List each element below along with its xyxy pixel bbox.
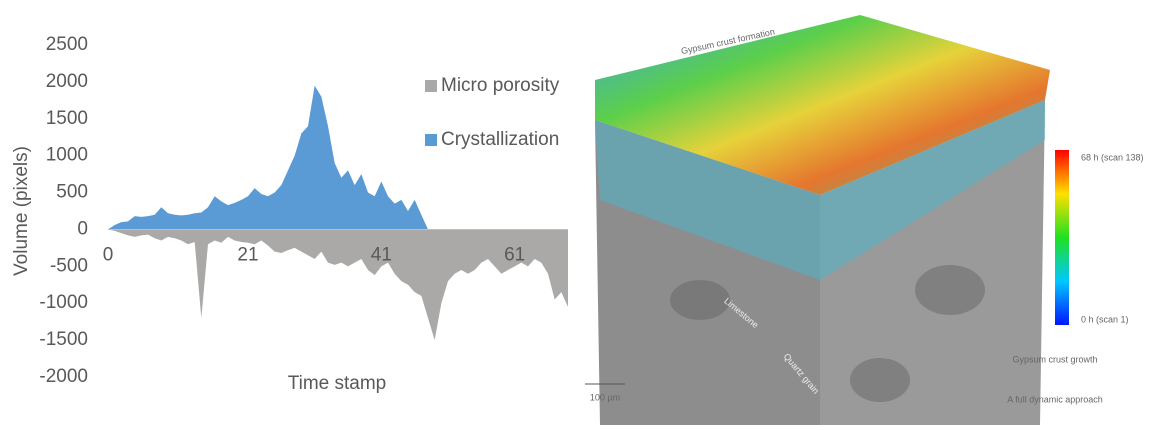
grain [915,265,985,315]
y-tick-label: 0 [77,218,88,239]
approach-label: A full dynamic approach [1007,394,1103,404]
x-tick-label: 61 [504,244,525,265]
scalebar-label: 100 µm [590,392,620,402]
legend-label: Micro porosity [441,75,560,96]
volume-render [595,15,1050,425]
color-scale [1055,150,1069,325]
grain [670,280,730,320]
scale-min: 0 h (scan 1) [1081,314,1129,324]
y-tick-label: 1500 [46,108,88,129]
y-tick-label: 500 [56,182,88,203]
area [108,86,568,230]
growth-label: Gypsum crust growth [1012,354,1097,364]
chart: -2000 -1500 -1000 -500 0 500 1000 1500 2000 2500 V… [11,34,568,394]
grain [850,358,910,402]
y-tick-label: -1500 [39,329,88,350]
y-tick-label: 2000 [46,71,88,92]
y-axis-label: Volume (pixels) [11,146,32,276]
x-tick-label: 21 [237,244,258,265]
y-tick-label: -1000 [39,292,88,313]
y-tick-label: 2500 [46,34,88,55]
legend-swatch [425,80,437,92]
x-tick-label: 41 [371,244,392,265]
y-tick-label: 1000 [46,145,88,166]
y-tick-label: -500 [50,255,88,276]
x-axis-label: Time stamp [288,373,387,394]
page: -2000 -1500 -1000 -500 0 500 1000 1500 2000 2500 V… [0,0,1154,425]
area [108,229,568,340]
legend-swatch [425,134,437,146]
y-tick-label: -2000 [39,366,88,387]
x-tick-label: 0 [103,244,114,265]
figure: -2000 -1500 -1000 -500 0 500 1000 1500 2000 2500 V… [0,0,1154,425]
scale-max: 68 h (scan 138) [1081,152,1144,162]
legend-label: Crystallization [441,129,559,150]
